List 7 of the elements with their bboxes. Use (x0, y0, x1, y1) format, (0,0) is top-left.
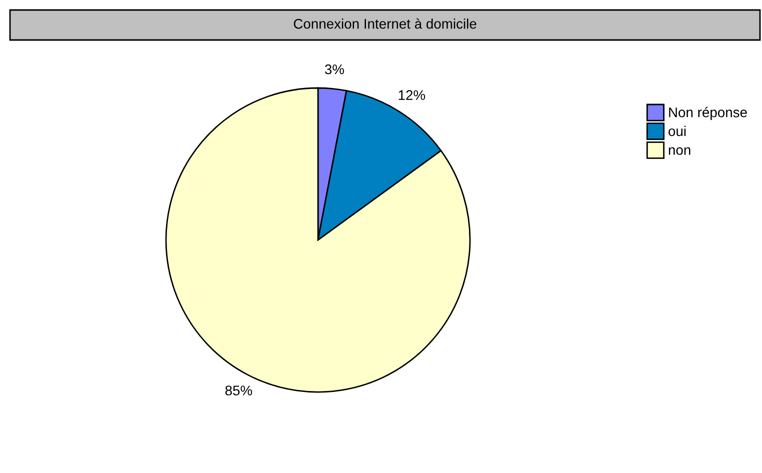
chart-title: Connexion Internet à domicile (294, 18, 476, 29)
legend-label: oui (668, 126, 686, 136)
legend-label: Non réponse (669, 106, 747, 120)
data-label: 12% (398, 90, 426, 100)
data-label: 85% (225, 386, 252, 396)
data-label: 3% (324, 64, 344, 74)
legend-label: non (668, 147, 690, 155)
